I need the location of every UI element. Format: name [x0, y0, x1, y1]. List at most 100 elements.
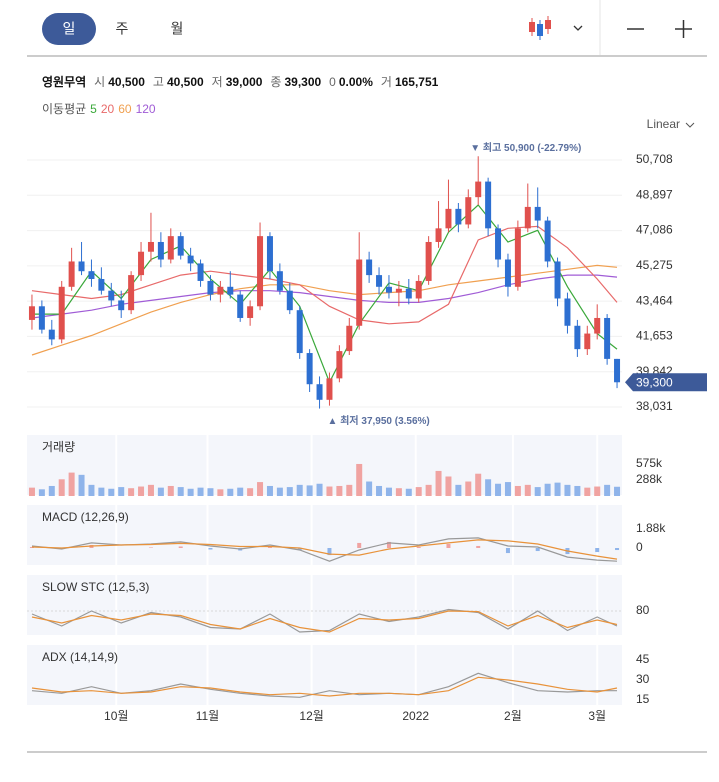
macd-hist [357, 542, 362, 549]
volume-bar [425, 484, 432, 496]
volume-bar [38, 489, 45, 496]
y-tick-label: 80 [636, 603, 650, 617]
candle-body [257, 236, 264, 307]
volume-bar [435, 470, 442, 496]
candle-body [197, 263, 204, 281]
candle-body [108, 290, 115, 301]
volume-bar [336, 485, 343, 496]
y-tick-label: 45,275 [636, 258, 673, 272]
info-value: 0.00% [339, 75, 373, 89]
candle-body [425, 241, 432, 281]
candle-body [574, 325, 581, 350]
candle-body [88, 271, 95, 280]
volume-bar [554, 482, 561, 496]
candle-body [435, 228, 442, 242]
candle-body [237, 294, 244, 318]
ma-period: 60 [118, 102, 132, 116]
info-label: 고 [153, 75, 164, 89]
volume-bar [28, 487, 35, 496]
scale-select[interactable]: Linear [647, 117, 680, 131]
active-tab-bg[interactable] [42, 13, 96, 45]
info-label: 0 [329, 75, 336, 89]
x-tick-label: 10월 [104, 709, 128, 723]
candle-body [118, 300, 125, 311]
volume-bar [88, 484, 95, 496]
zoom-in[interactable] [675, 20, 692, 38]
candle-body [48, 329, 55, 340]
macd-hist [615, 548, 620, 551]
candle-body [475, 181, 482, 198]
macd-hist [446, 543, 451, 549]
candle-body [415, 280, 422, 299]
candle-body [584, 333, 591, 350]
volume-bar [276, 487, 283, 496]
panel-bg [27, 575, 622, 635]
volume-bar [514, 485, 521, 496]
candle-body [614, 358, 621, 383]
y-tick-label: 0 [636, 540, 643, 554]
y-tick-label: 575k [636, 456, 663, 470]
volume-bar [257, 482, 264, 496]
chart-type-icon[interactable] [529, 16, 551, 40]
volume-bar [128, 488, 135, 496]
volume-bar [296, 484, 303, 496]
panel-title: ADX (14,14,9) [42, 650, 118, 664]
macd-hist [327, 548, 332, 556]
volume-bar [78, 474, 85, 496]
tab[interactable]: 일 [63, 21, 76, 37]
macd-hist [416, 546, 421, 549]
macd-hist [386, 541, 391, 549]
info-value: 39,000 [226, 75, 263, 89]
tab[interactable]: 월 [171, 21, 184, 37]
y-tick-label: 47,086 [636, 223, 673, 237]
info-value: 39,300 [284, 75, 321, 89]
volume-bar [247, 488, 254, 496]
y-tick-label: 15 [636, 692, 650, 706]
dropdown-arrow[interactable] [573, 25, 583, 31]
candle-body [504, 259, 511, 287]
ma-period: 5 [90, 102, 97, 116]
volume-bar [157, 487, 164, 496]
candle-body [376, 275, 383, 287]
indicator-line [31, 610, 618, 633]
indicator-line [31, 264, 618, 356]
tab[interactable]: 주 [116, 21, 129, 37]
panel-bg [27, 435, 622, 495]
volume-bar [495, 483, 502, 496]
x-tick-label: 2022 [402, 709, 429, 723]
candle-body [356, 259, 363, 326]
volume-bar [584, 487, 591, 496]
volume-bar [534, 487, 541, 496]
price-info: 영원무역 시 40,500 고 40,500 저 39,000 종 39,300 0 0.00% 거 1… [42, 74, 439, 89]
indicator-line [31, 608, 618, 633]
volume-bar [544, 483, 551, 496]
candle-body [247, 306, 254, 318]
info-label: 저 [212, 75, 223, 89]
candle-body [286, 290, 293, 311]
volume-bar [108, 488, 115, 496]
scale-arrow[interactable] [685, 122, 695, 128]
volume-bar [266, 485, 273, 496]
volume-bar [385, 487, 392, 496]
volume-bar [147, 484, 154, 496]
candle-body [276, 271, 283, 291]
volume-bar [594, 486, 601, 496]
macd-hist [535, 548, 540, 552]
candle-body [336, 351, 343, 379]
candle-body [147, 241, 154, 252]
indicator-line [31, 539, 618, 560]
candle-body [326, 378, 333, 400]
info-label: 종 [270, 75, 281, 89]
candle-body [455, 208, 462, 225]
candle-body [167, 236, 174, 260]
volume-bar [485, 479, 492, 496]
candle-body [564, 298, 571, 326]
candle-body [217, 286, 224, 295]
volume-bar [504, 482, 511, 496]
candle-body [306, 353, 313, 385]
info-label: 시 [94, 75, 105, 89]
candle-body [534, 206, 541, 221]
ma-title: 이동평균 [42, 102, 86, 116]
indicator-line [32, 204, 618, 384]
info-label: 거 [381, 75, 392, 89]
